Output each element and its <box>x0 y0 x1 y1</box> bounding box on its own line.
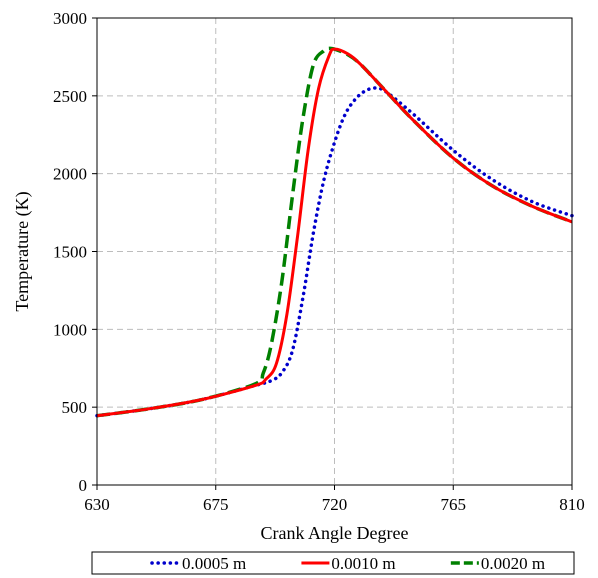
x-tick-label: 765 <box>441 495 467 514</box>
legend-label-3: 0.0020 m <box>481 554 545 573</box>
legend-label-1: 0.0005 m <box>182 554 246 573</box>
legend-label-2: 0.0010 m <box>331 554 395 573</box>
x-tick-label: 675 <box>203 495 229 514</box>
x-tick-label: 630 <box>84 495 110 514</box>
y-tick-label: 1000 <box>53 320 87 339</box>
y-tick-label: 500 <box>62 398 88 417</box>
y-tick-label: 1500 <box>53 243 87 262</box>
legend: 0.0005 m 0.0010 m 0.0020 m <box>91 551 575 575</box>
x-tick-label: 720 <box>322 495 348 514</box>
series-line-2 <box>96 47 573 418</box>
x-axis-title: Crank Angle Degree <box>261 523 409 543</box>
series-lines <box>95 46 574 418</box>
grid <box>97 18 572 485</box>
y-tick-label: 3000 <box>53 9 87 28</box>
x-tick-label: 810 <box>559 495 585 514</box>
y-tick-label: 0 <box>79 476 88 495</box>
series-line-3 <box>96 46 573 418</box>
tick-labels: 630 675 720 765 810 0 500 1000 1500 2000 2500 3000 <box>53 9 585 514</box>
y-tick-label: 2000 <box>53 165 87 184</box>
y-axis-title: Temperature (K) <box>12 191 33 311</box>
legend-box <box>91 551 575 575</box>
y-tick-label: 2500 <box>53 87 87 106</box>
